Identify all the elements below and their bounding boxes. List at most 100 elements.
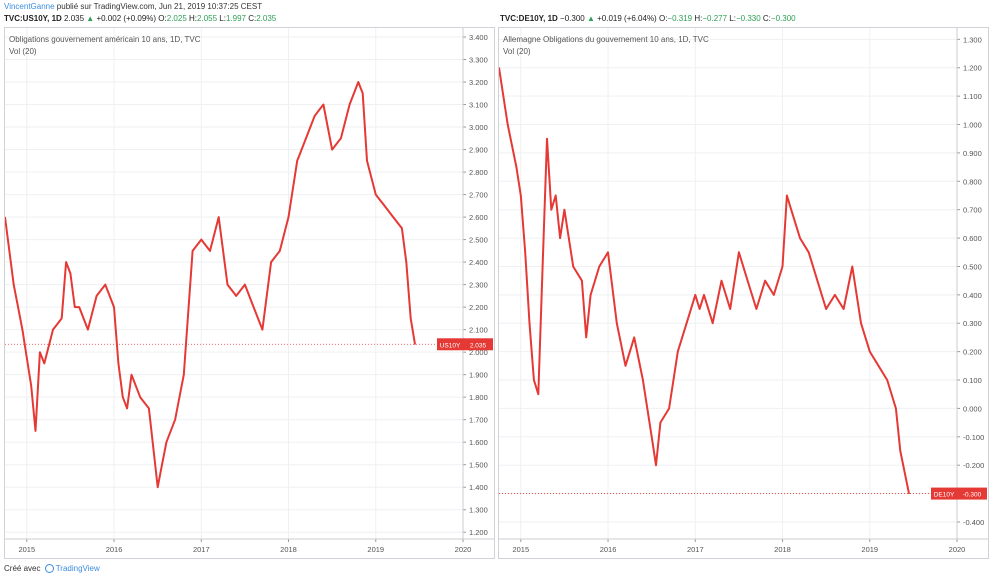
badge-symbol-bg <box>931 487 957 500</box>
x-tick-label: 2016 <box>600 545 617 554</box>
data-point <box>130 374 133 376</box>
data-point <box>507 123 509 126</box>
publication-line: VincentGanne publié sur TradingView.com,… <box>4 2 262 11</box>
data-point <box>703 294 705 296</box>
chart-us10y[interactable]: 3.400 3.300 3.200 3.100 3.000 2.900 2.800 2.700… <box>4 28 494 558</box>
y-tick-label: 1.600 <box>469 438 488 447</box>
up-arrow-icon: ▲ <box>86 14 95 23</box>
data-point <box>515 166 518 168</box>
y-tick-label: 1.000 <box>963 121 982 130</box>
data-point <box>498 67 500 69</box>
data-point <box>869 351 871 353</box>
data-point <box>886 379 888 381</box>
data-point <box>87 329 89 331</box>
data-point <box>301 148 303 151</box>
data-point <box>624 365 627 367</box>
y-tick-label: 2.400 <box>469 258 488 267</box>
data-point <box>537 393 539 395</box>
data-point <box>104 284 106 286</box>
y-tick-label: 1.500 <box>469 461 488 470</box>
y-tick-label: 3.000 <box>469 123 488 132</box>
x-tick-label: 2015 <box>512 545 529 554</box>
data-point <box>842 308 845 310</box>
chart-de10y[interactable]: 1.300 1.200 1.100 1.000 0.900 0.800 0.700 0.600… <box>498 28 988 558</box>
data-point <box>555 194 557 197</box>
low-label: L: <box>729 14 736 23</box>
data-point <box>401 227 403 229</box>
data-point <box>4 216 6 218</box>
x-tick-label: 2020 <box>949 545 966 554</box>
low-value: −0.330 <box>735 14 761 23</box>
ticker-symbol: TVC:US10Y, 1D <box>4 14 62 23</box>
data-point <box>174 419 176 421</box>
data-point <box>851 265 853 268</box>
close-label: C: <box>762 14 771 23</box>
y-tick-label: 2.500 <box>469 236 488 245</box>
data-point <box>410 317 412 319</box>
data-point <box>524 251 526 253</box>
data-point <box>209 250 211 252</box>
y-tick-label: 3.400 <box>469 33 488 42</box>
data-point <box>585 336 587 339</box>
y-tick-label: 0.600 <box>963 234 982 243</box>
y-tick-label: 0.200 <box>963 348 982 357</box>
y-tick-label: 1.200 <box>469 528 488 537</box>
data-point <box>322 103 325 106</box>
y-tick-label: 3.200 <box>469 78 488 87</box>
data-point <box>126 407 128 410</box>
y-tick-label: 0.000 <box>963 404 982 413</box>
footer: Créé avec TradingView <box>4 564 100 573</box>
data-point <box>528 322 531 324</box>
data-point <box>122 396 124 398</box>
y-tick-label: 1.200 <box>963 64 982 73</box>
data-point <box>61 317 63 319</box>
data-point <box>157 486 159 488</box>
y-tick-label: 0.800 <box>963 177 982 186</box>
y-tick-label: 0.400 <box>963 291 982 300</box>
data-point <box>546 138 548 140</box>
data-point <box>799 237 801 239</box>
close-value: 2.035 <box>256 14 277 23</box>
data-point <box>659 422 661 424</box>
x-tick-label: 2016 <box>106 545 123 554</box>
y-tick-label: 2.700 <box>469 191 488 200</box>
ticker-change: +0.002 (+0.09%) <box>96 14 157 23</box>
tradingview-link[interactable]: TradingView <box>55 564 100 573</box>
data-point <box>581 280 583 282</box>
ticker-us10y: TVC:US10Y, 1D 2.035 ▲ +0.002 (+0.09%) O:… <box>4 14 276 23</box>
y-tick-label: 1.700 <box>469 416 488 425</box>
data-point <box>296 160 298 162</box>
y-tick-label: 1.100 <box>963 92 982 101</box>
low-label: L: <box>219 14 226 23</box>
high-value: 2.055 <box>197 14 218 23</box>
data-point <box>148 407 150 410</box>
y-tick-label: 1.300 <box>469 506 488 515</box>
data-point <box>270 261 272 263</box>
y-tick-label: 2.300 <box>469 281 488 290</box>
high-label: H: <box>694 14 703 23</box>
data-point <box>287 216 290 218</box>
low-value: 1.997 <box>225 14 246 23</box>
badge-symbol-label: DE10Y <box>934 492 955 499</box>
data-point <box>520 194 522 197</box>
data-point <box>755 308 757 310</box>
chart-panel-de10y[interactable]: 1.300 1.200 1.100 1.000 0.900 0.800 0.700 0.600… <box>498 27 989 559</box>
data-point <box>699 308 701 310</box>
data-point <box>13 284 15 286</box>
data-point <box>895 407 897 410</box>
data-point <box>52 329 54 331</box>
data-point <box>113 306 115 308</box>
y-tick-label: 0.100 <box>963 376 982 385</box>
created-with-text: Créé avec <box>4 564 41 573</box>
ticker-value: −0.300 <box>560 14 585 23</box>
data-point <box>383 205 386 207</box>
author-link[interactable]: VincentGanne <box>4 2 55 11</box>
data-point <box>414 343 416 345</box>
data-point <box>559 237 561 239</box>
chart-subtitle: Vol (20) <box>503 47 531 56</box>
y-tick-label: 2.200 <box>469 303 488 312</box>
data-point <box>738 251 740 253</box>
data-point <box>261 329 263 331</box>
chart-panel-us10y[interactable]: 3.400 3.300 3.200 3.100 3.000 2.900 2.800 2.700… <box>4 27 495 559</box>
y-tick-label: 2.900 <box>469 146 488 155</box>
